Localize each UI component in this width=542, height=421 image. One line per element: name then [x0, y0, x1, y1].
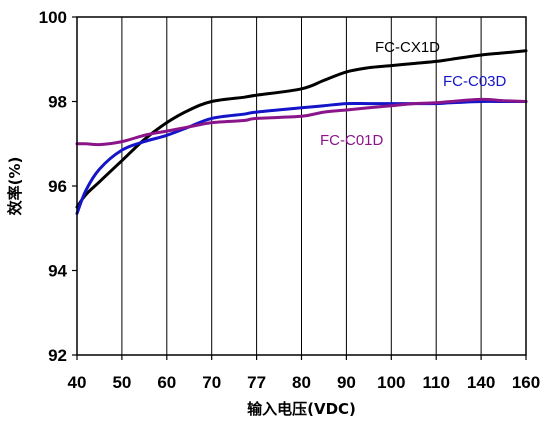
x-tick-label-50: 50 — [112, 373, 131, 392]
series-line-fc-cx1d — [75, 49, 528, 209]
y-axis-title: 效率(%) — [6, 157, 24, 216]
x-tick-label-100: 100 — [377, 373, 405, 392]
series-label-fc-cx1d: FC-CX1D — [375, 39, 440, 56]
axis-ticks: 40 50 60 70 77 80 90 100 110 140 160 92 94 96 98 100 — [39, 8, 541, 392]
x-axis-title: 输入电压(VDC) — [247, 400, 356, 418]
y-tick-label-100: 100 — [39, 8, 67, 27]
x-tick-label-160: 160 — [512, 373, 540, 392]
series-label-fc-c03d: FC-C03D — [443, 73, 507, 90]
x-tick-label-40: 40 — [68, 373, 87, 392]
series-lines — [75, 49, 528, 215]
y-tick-label-94: 94 — [48, 262, 67, 281]
x-tick-label-140: 140 — [467, 373, 495, 392]
y-tick-label-98: 98 — [48, 93, 67, 112]
x-tick-label-77: 77 — [247, 373, 266, 392]
x-tick-label-70: 70 — [202, 373, 221, 392]
x-tick-label-90: 90 — [337, 373, 356, 392]
x-tick-label-60: 60 — [157, 373, 176, 392]
x-tick-label-80: 80 — [292, 373, 311, 392]
vertical-gridlines — [121, 17, 482, 355]
x-tick-label-110: 110 — [422, 373, 449, 392]
y-tick-label-92: 92 — [48, 346, 67, 365]
series-label-fc-c01d: FC-C01D — [320, 132, 384, 149]
y-tick-label-96: 96 — [48, 177, 67, 196]
series-line-fc-c01d — [75, 97, 528, 147]
